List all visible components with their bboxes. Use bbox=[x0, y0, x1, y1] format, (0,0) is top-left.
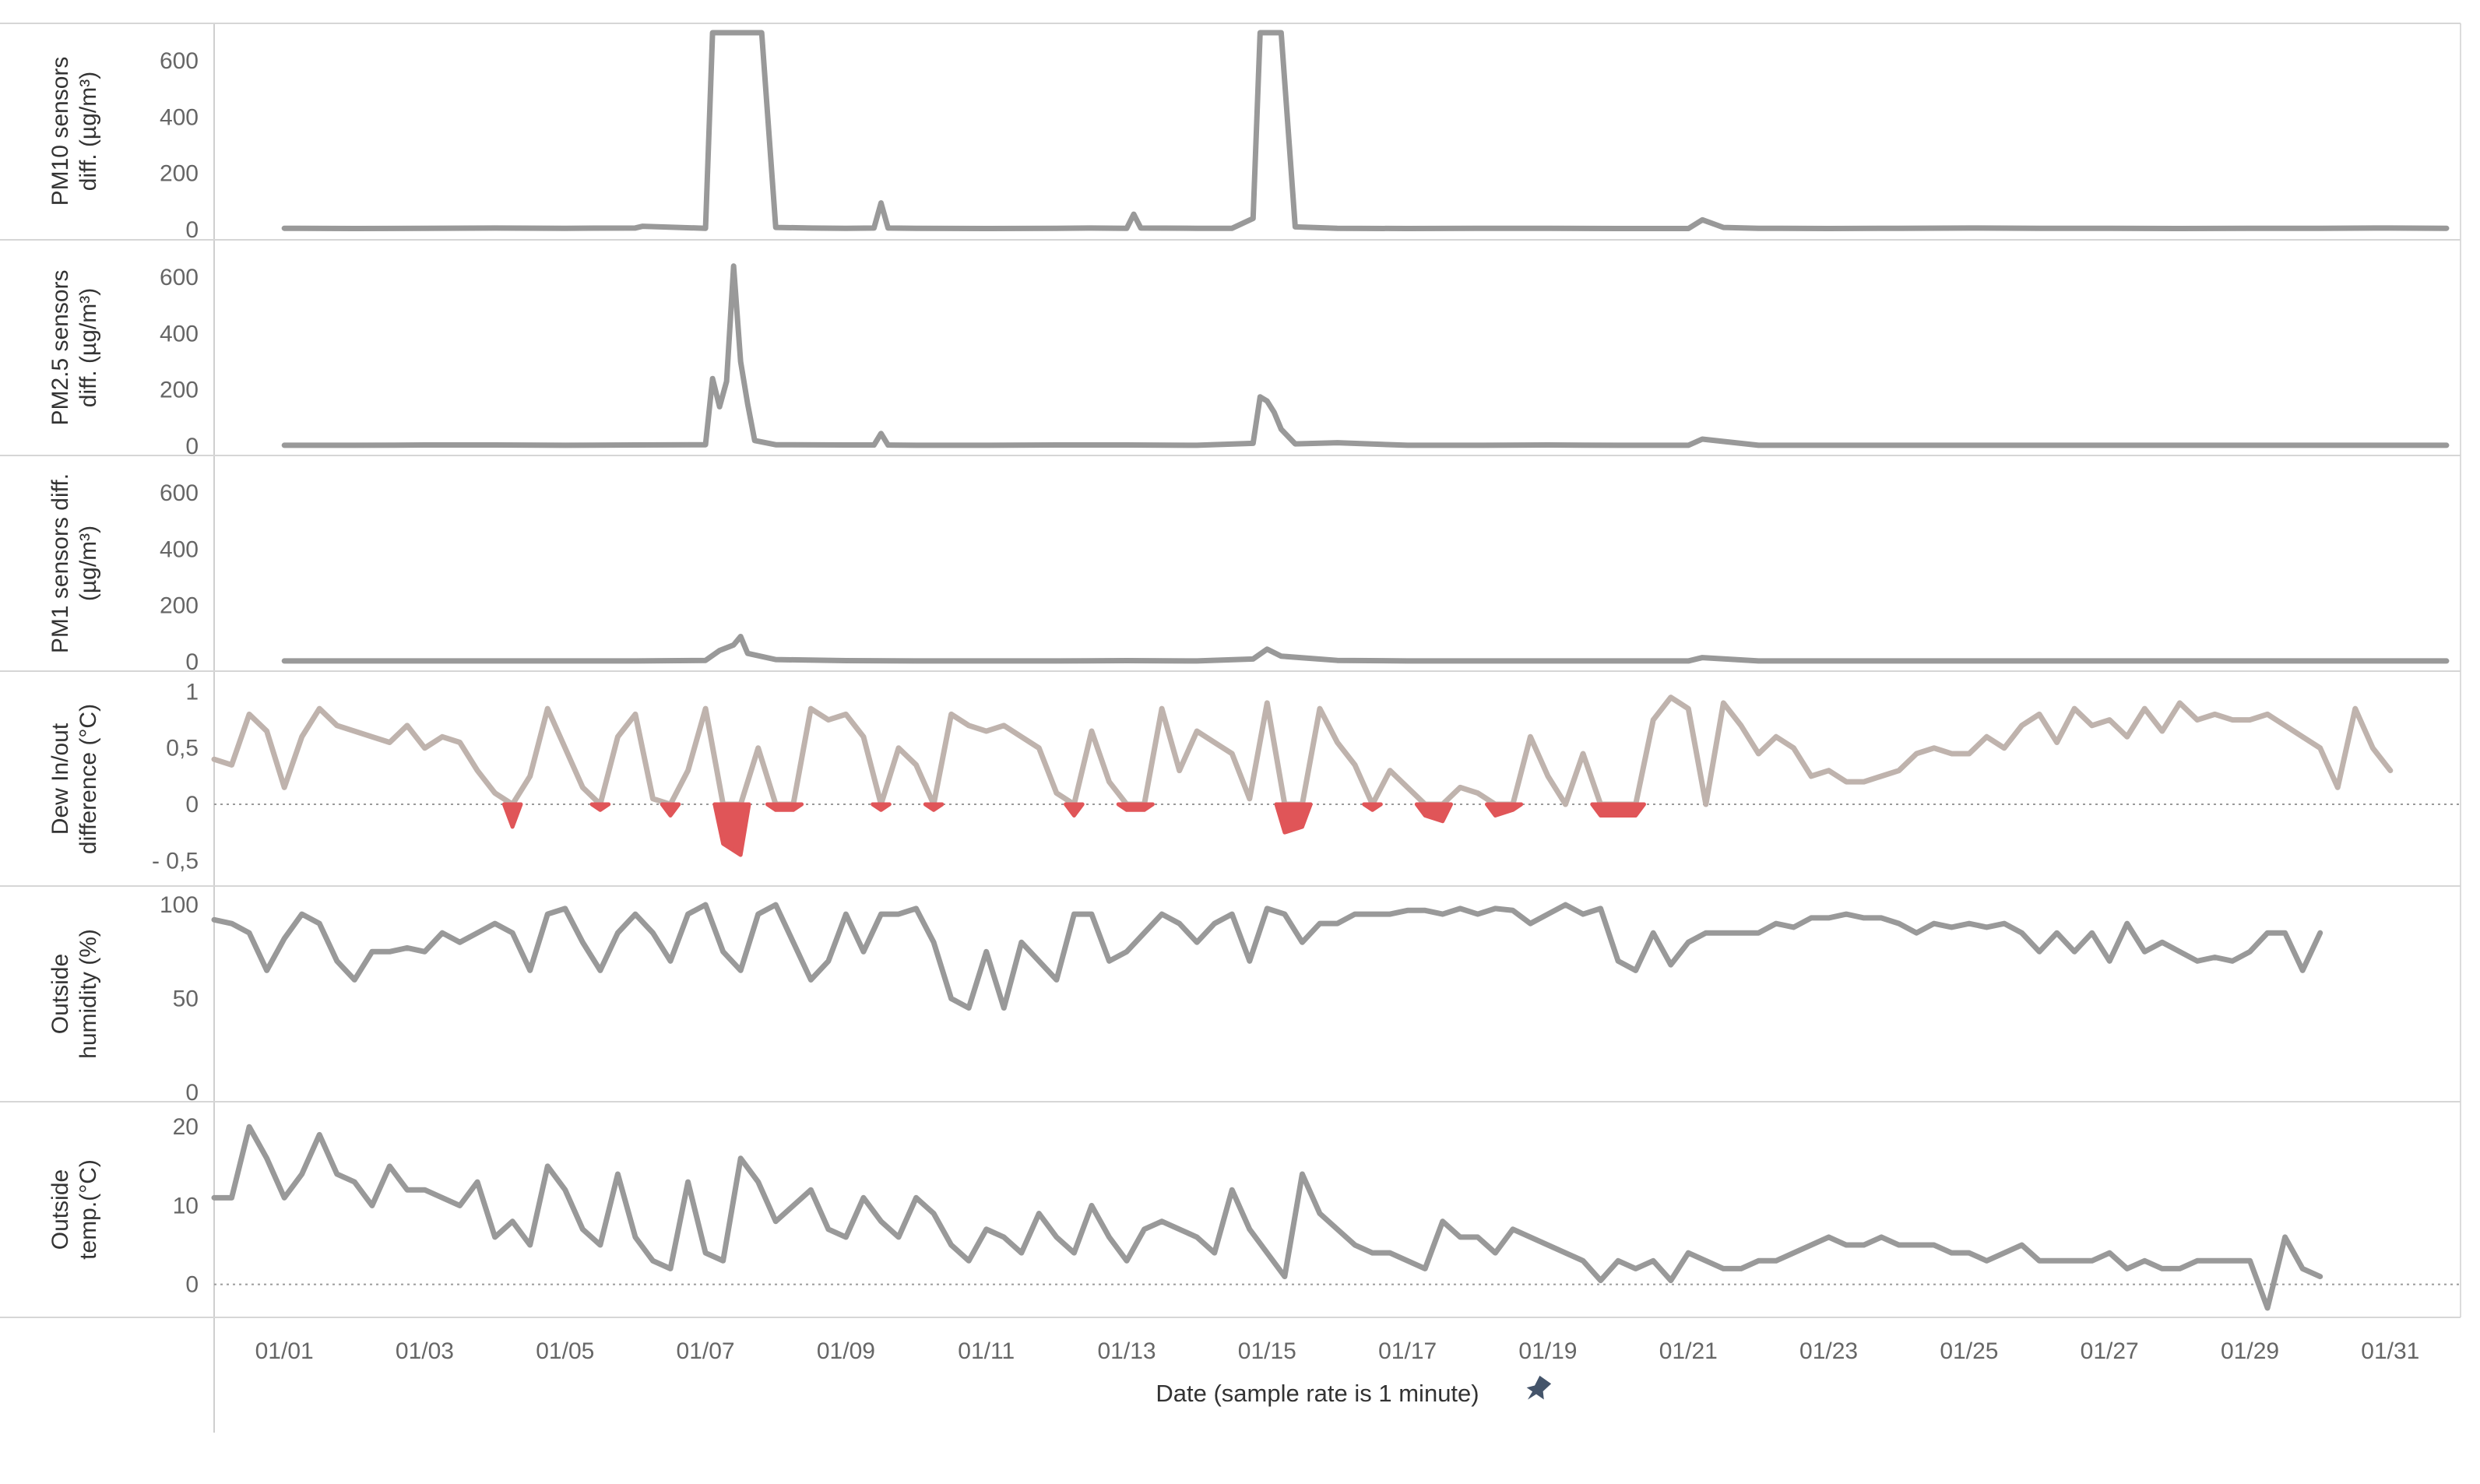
y-tick-label: 200 bbox=[160, 593, 199, 619]
dew-negative-area bbox=[765, 802, 804, 812]
series-line-pm25 bbox=[281, 263, 2450, 448]
y-tick-label: 20 bbox=[173, 1114, 199, 1140]
x-tick-label: 01/15 bbox=[1238, 1338, 1296, 1364]
pin-icon[interactable] bbox=[1521, 1373, 1554, 1407]
y-axis-title-line: humidity (%) bbox=[76, 929, 101, 1059]
x-tick-label: 01/31 bbox=[2361, 1338, 2419, 1364]
y-axis-title-line: PM2.5 sensors bbox=[47, 269, 73, 425]
y-tick-label: 0 bbox=[185, 217, 199, 243]
dew-negative-area bbox=[1414, 802, 1454, 824]
x-tick-label: 01/21 bbox=[1659, 1338, 1718, 1364]
y-axis-title-line: PM1 sensors diff. bbox=[47, 473, 73, 653]
series-line-humidity bbox=[211, 902, 2323, 1011]
x-tick-label: 01/23 bbox=[1799, 1338, 1858, 1364]
x-tick-label: 01/13 bbox=[1097, 1338, 1156, 1364]
x-tick-label: 01/03 bbox=[396, 1338, 454, 1364]
y-tick-label: 0 bbox=[185, 1080, 199, 1106]
x-tick-label: 01/17 bbox=[1378, 1338, 1437, 1364]
series-line-pm1 bbox=[281, 633, 2450, 664]
dew-negative-area bbox=[501, 802, 523, 829]
dew-negative-area bbox=[1064, 802, 1085, 818]
x-tick-label: 01/25 bbox=[1940, 1338, 1998, 1364]
y-tick-label: 0,5 bbox=[166, 736, 199, 761]
dew-negative-area bbox=[1116, 802, 1155, 812]
dew-negative-area bbox=[1274, 802, 1313, 835]
dew-negative-area bbox=[660, 802, 681, 818]
y-tick-label: 400 bbox=[160, 321, 199, 346]
x-tick-label: 01/09 bbox=[817, 1338, 875, 1364]
y-tick-label: 10 bbox=[173, 1193, 199, 1218]
dew-negative-area bbox=[871, 802, 892, 812]
panel-humidity: 0 50 100 Outside humidity (%) bbox=[0, 885, 2461, 1106]
panel-pm25: 0 200 400 600 PM2.5 sensors diff. (µg/m³) bbox=[0, 239, 2461, 459]
dew-negative-area bbox=[712, 802, 751, 857]
x-tick-label: 01/05 bbox=[536, 1338, 594, 1364]
dew-negative-area bbox=[923, 802, 945, 812]
y-tick-label: 400 bbox=[160, 104, 199, 130]
y-tick-label: 600 bbox=[160, 48, 199, 74]
y-tick-label: 200 bbox=[160, 161, 199, 187]
y-tick-label: 0 bbox=[185, 434, 199, 459]
y-tick-label: 0 bbox=[185, 1272, 199, 1298]
y-axis-title-line: temp.(°C) bbox=[76, 1159, 101, 1260]
y-tick-label: 0 bbox=[185, 792, 199, 818]
x-tick-label: 01/27 bbox=[2081, 1338, 2139, 1364]
dew-difference-line bbox=[211, 695, 2394, 807]
y-tick-label: 100 bbox=[160, 892, 199, 918]
x-axis-title: Date (sample rate is 1 minute) bbox=[1156, 1380, 1479, 1407]
y-tick-label: 600 bbox=[160, 265, 199, 290]
x-tick-label: 01/11 bbox=[958, 1338, 1015, 1364]
y-axis-title-line: diff. (µg/m³) bbox=[76, 288, 101, 407]
y-axis-title-line: diff. (µg/m³) bbox=[76, 72, 101, 191]
y-axis-title-line: PM10 sensors bbox=[47, 57, 73, 206]
y-tick-label: 0 bbox=[185, 649, 199, 675]
dew-negative-area bbox=[1485, 802, 1524, 818]
y-axis-title-line: Outside bbox=[47, 954, 73, 1034]
x-tick-label: 01/29 bbox=[2221, 1338, 2279, 1364]
dew-negative-area bbox=[1362, 802, 1383, 812]
y-axis-title-line: (µg/m³) bbox=[76, 526, 101, 601]
series-line-pm10 bbox=[281, 30, 2450, 232]
panel-pm1: 0 200 400 600 PM1 sensors diff. (µg/m³) bbox=[0, 455, 2461, 675]
y-axis-title-line: difference (°C) bbox=[76, 704, 101, 854]
series-line-temp bbox=[211, 1124, 2323, 1311]
dew-negative-area bbox=[1590, 802, 1646, 818]
x-tick-label: 01/01 bbox=[255, 1338, 314, 1364]
panel-pm10: 0 200 400 600 PM10 sensors diff. (µg/m³) bbox=[0, 23, 2461, 243]
y-tick-label: 200 bbox=[160, 378, 199, 403]
x-tick-label: 01/19 bbox=[1518, 1338, 1577, 1364]
x-axis: 01/01 01/03 01/05 01/07 01/09 01/11 01/13 01/15… bbox=[255, 1338, 2420, 1364]
panel-dew: - 0,5 0 0,5 1 Dew In/out difference (°C) bbox=[0, 670, 2461, 874]
y-tick-label: 1 bbox=[185, 679, 199, 705]
dew-negative-area bbox=[589, 802, 611, 812]
y-tick-label: 400 bbox=[160, 536, 199, 562]
panel-temp: 0 10 20 Outside temp.(°C) bbox=[0, 1101, 2461, 1318]
y-axis-title-line: Dew In/out bbox=[47, 723, 73, 835]
x-tick-label: 01/07 bbox=[677, 1338, 735, 1364]
y-tick-label: 600 bbox=[160, 480, 199, 506]
y-tick-label: 50 bbox=[173, 986, 199, 1012]
y-tick-label: - 0,5 bbox=[152, 848, 199, 874]
y-axis-title-line: Outside bbox=[47, 1169, 73, 1250]
